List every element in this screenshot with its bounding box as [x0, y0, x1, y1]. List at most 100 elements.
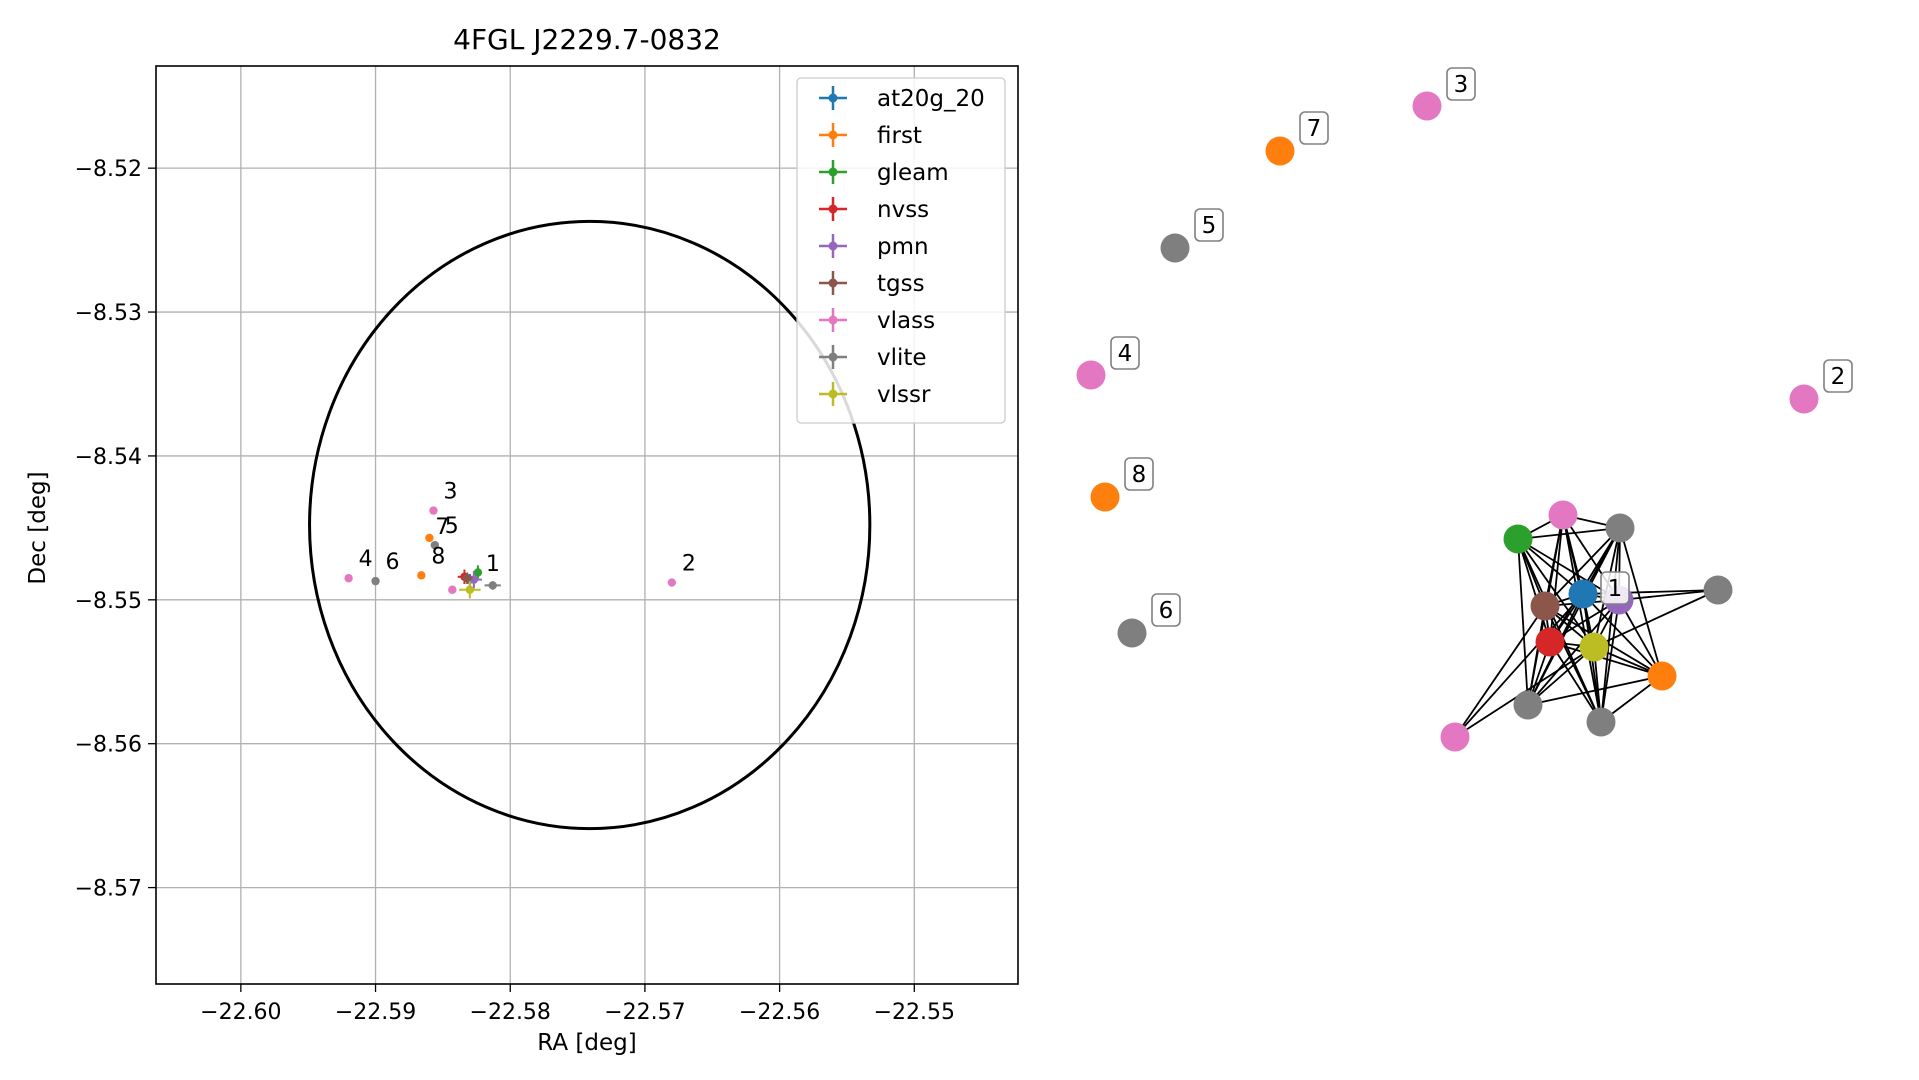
graph-node-labels: 1 2 3 4 5 6 7 8	[1110, 67, 1853, 627]
graph-edge	[1618, 589, 1719, 601]
x-tick-label: −22.56	[739, 1000, 820, 1025]
graph-node-first	[1090, 482, 1120, 512]
graph-node-vlite	[1703, 575, 1733, 605]
graph-node-tgss	[1530, 591, 1560, 621]
graph-node-vlssr	[1579, 632, 1609, 662]
graph-edge	[1527, 599, 1620, 706]
data-point-first	[425, 533, 434, 543]
data-point-vlass	[344, 574, 353, 583]
graph-edge	[1517, 538, 1551, 643]
legend-label: tgss	[877, 271, 925, 297]
graph-node-nvss	[1535, 627, 1565, 657]
graph-edge	[1517, 538, 1595, 648]
node-label-box	[1110, 336, 1140, 370]
graph-edge	[1562, 514, 1602, 723]
legend-label: vlite	[877, 345, 927, 371]
x-ticks: −22.60 −22.59 −22.58 −22.57 −22.56 −22.55	[200, 984, 955, 1025]
node-label-box	[1600, 571, 1630, 605]
y-tick-label: −8.52	[75, 157, 142, 182]
x-tick-label: −22.58	[470, 1000, 551, 1025]
legend-swatch-marker	[828, 352, 838, 362]
chart-title: 4FGL J2229.7-0832	[453, 23, 721, 56]
legend-item-tgss: tgss	[819, 271, 925, 297]
data-point-tgss	[462, 574, 472, 583]
graph-node-first	[1265, 136, 1295, 166]
legend-label: vlass	[877, 308, 935, 334]
node-label-5: 5	[1194, 208, 1224, 242]
legend-box	[796, 77, 1006, 424]
graph-edge	[1549, 641, 1602, 723]
y-tick-label: −8.54	[75, 445, 142, 470]
data-points	[344, 506, 677, 599]
data-point-vlass	[667, 578, 677, 587]
graph-edge	[1593, 589, 1719, 648]
grid	[156, 66, 1018, 984]
node-label-text: 8	[1132, 462, 1147, 488]
graph-edge	[1619, 527, 1663, 677]
legend-item-vlass: vlass	[819, 308, 935, 334]
graph-node-vlass	[1412, 91, 1442, 121]
data-point-vlite	[430, 540, 440, 550]
legend-label: at20g_20	[877, 86, 985, 112]
legend-swatch-marker	[828, 315, 838, 325]
node-label-box	[1194, 208, 1224, 242]
y-tick-label: −8.55	[75, 589, 142, 614]
localization-ellipse	[308, 219, 872, 831]
graph-edge	[1454, 593, 1584, 738]
legend-label: vlssr	[877, 382, 931, 408]
graph-node-gleam	[1503, 524, 1533, 554]
graph-node-vlass	[1789, 384, 1819, 414]
graph-node-vlass	[1548, 500, 1578, 530]
node-label-text: 5	[1202, 213, 1217, 239]
graph-node-vlass	[1076, 360, 1106, 390]
data-point-vlssr	[465, 585, 475, 594]
data-point-vlite	[488, 581, 497, 590]
graph-nodes	[1076, 91, 1819, 752]
node-label-text: 3	[1454, 72, 1469, 98]
legend-label: first	[877, 123, 922, 149]
data-point-vlite	[371, 576, 380, 586]
node-label-text: 1	[1608, 576, 1623, 602]
node-label-7: 7	[1299, 111, 1329, 145]
y-axis-label: Dec [deg]	[25, 471, 51, 584]
legend-label: pmn	[877, 234, 929, 260]
annotation-label: 2	[682, 552, 696, 577]
y-ticks: −8.52 −8.53 −8.54 −8.55 −8.56 −8.57	[75, 157, 156, 902]
node-label-8: 8	[1124, 457, 1154, 491]
legend-item-nvss: nvss	[819, 197, 929, 223]
data-point-first	[417, 571, 426, 580]
graph-node-vlass	[1440, 722, 1470, 752]
graph-edge	[1454, 605, 1546, 738]
node-label-text: 6	[1159, 598, 1174, 624]
node-label-3: 3	[1446, 67, 1476, 101]
x-tick-label: −22.59	[335, 1000, 416, 1025]
legend-swatch-marker	[828, 130, 838, 140]
graph-edge	[1618, 599, 1663, 677]
annotation-label: 4	[359, 547, 373, 572]
node-label-box	[1446, 67, 1476, 101]
x-tick-label: −22.55	[874, 1000, 955, 1025]
node-label-6: 6	[1151, 593, 1181, 627]
legend-item-gleam: gleam	[819, 160, 949, 186]
node-label-4: 4	[1110, 336, 1140, 370]
data-point-gleam	[473, 568, 483, 577]
graph-edge	[1517, 527, 1621, 540]
legend-swatch-marker	[828, 278, 838, 288]
legend-item-at20g_20: at20g_20	[819, 86, 985, 112]
node-label-2: 2	[1823, 359, 1853, 393]
legend-item-pmn: pmn	[819, 234, 929, 260]
graph-node-vlite	[1117, 618, 1147, 648]
legend-swatch-marker	[828, 241, 838, 251]
graph-edge	[1544, 527, 1621, 607]
annotation-label: 8	[431, 544, 445, 569]
graph-edge	[1527, 675, 1663, 706]
graph-edge	[1549, 641, 1663, 677]
x-axis-label: RA [deg]	[537, 1030, 636, 1056]
y-tick-label: −8.57	[75, 877, 142, 902]
y-tick-label: −8.53	[75, 301, 142, 326]
data-point-vlass	[429, 506, 438, 515]
graph-node-vlite	[1513, 690, 1543, 720]
node-label-box	[1151, 593, 1181, 627]
